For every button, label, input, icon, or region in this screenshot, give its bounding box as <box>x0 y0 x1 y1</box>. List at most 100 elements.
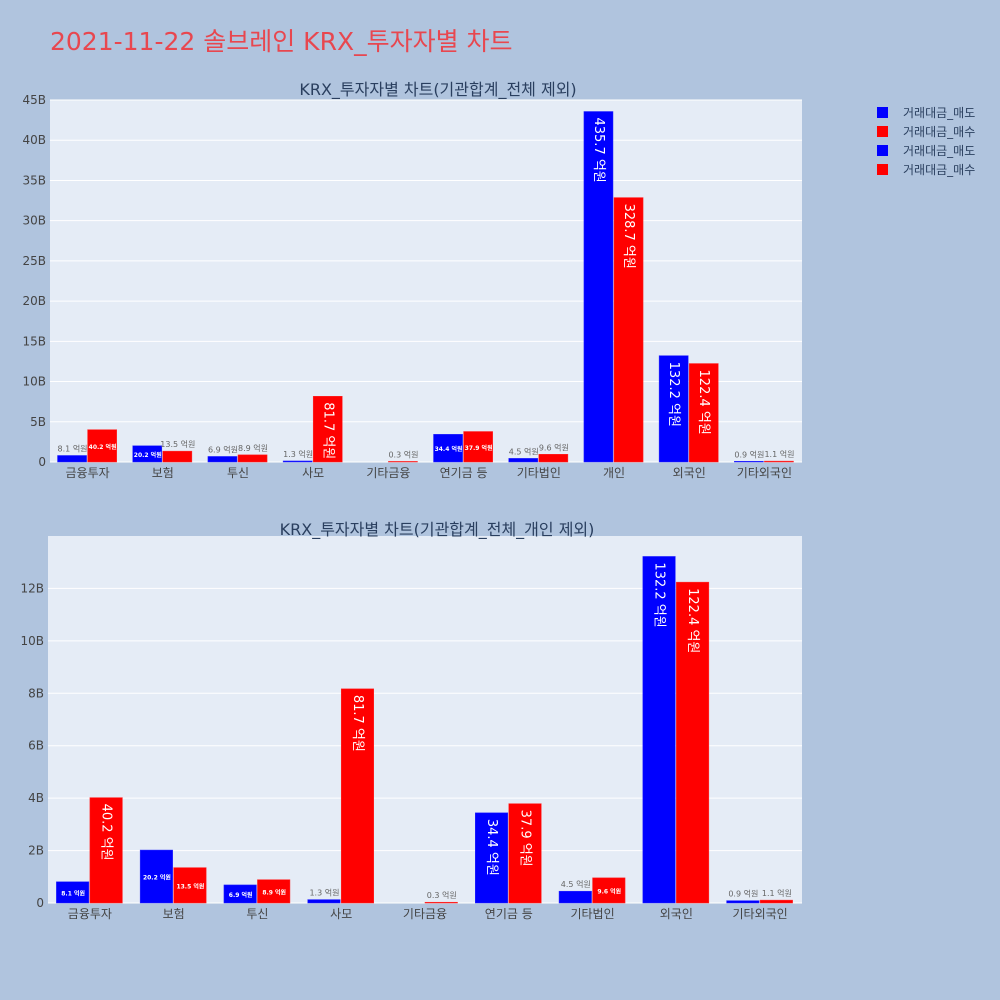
data-label: 40.2 억원 <box>89 443 117 451</box>
y-tick-label: 20B <box>22 294 46 308</box>
bar-sell <box>558 890 592 904</box>
y-tick-label: 8B <box>28 686 44 700</box>
x-tick-label: 금융투자 <box>68 907 112 921</box>
x-tick-label: 투신 <box>246 907 268 921</box>
x-tick-label: 외국인 <box>660 907 693 921</box>
y-tick-label: 45B <box>22 93 46 107</box>
bar-buy <box>87 429 117 463</box>
legend-swatch <box>877 126 888 137</box>
x-tick-label: 개인 <box>603 466 625 480</box>
data-label: 6.9 억원 <box>208 444 238 454</box>
bar-buy <box>592 877 626 904</box>
data-label: 132.2 억원 <box>652 562 667 627</box>
y-tick-label: 12B <box>20 581 44 595</box>
bar-sell <box>282 460 313 463</box>
bar-sell <box>56 881 90 904</box>
y-tick-label: 25B <box>22 254 46 268</box>
chart-title: KRX_투자자별 차트(기관합계_전체_개인 제외) <box>280 520 595 540</box>
y-tick-label: 2B <box>28 844 44 858</box>
bar-buy <box>257 879 291 904</box>
y-tick-label: 0 <box>38 455 46 469</box>
x-tick-label: 기타외국인 <box>733 907 788 921</box>
y-tick-label: 40B <box>22 133 46 147</box>
x-tick-label: 사모 <box>330 907 352 921</box>
data-label: 132.2 억원 <box>666 362 681 427</box>
bar-sell <box>658 355 689 463</box>
bar-buy <box>424 901 458 904</box>
legend-item-label: 거래대금_매수 <box>903 125 975 139</box>
y-tick-label: 15B <box>22 334 46 348</box>
data-label: 1.3 억원 <box>283 449 313 459</box>
legend-item-label: 거래대금_매수 <box>903 163 975 177</box>
bar-sell <box>642 556 676 904</box>
bar-sell <box>726 900 760 904</box>
data-label: 122.4 억원 <box>685 588 700 653</box>
bar-buy <box>463 431 493 463</box>
x-tick-label: 보험 <box>163 907 185 921</box>
data-label: 8.1 억원 <box>58 443 88 453</box>
x-tick-label: 기타법인 <box>570 907 614 921</box>
x-tick-label: 기타외국인 <box>737 466 792 480</box>
y-tick-label: 10B <box>20 634 44 648</box>
bar-buy <box>508 803 542 904</box>
x-tick-label: 보험 <box>152 466 174 480</box>
bar-buy <box>613 197 644 463</box>
data-label: 13.5 억원 <box>176 882 204 890</box>
bar-buy <box>89 797 123 904</box>
data-label: 122.4 억원 <box>696 370 711 435</box>
data-label: 0.9 억원 <box>728 889 758 899</box>
data-label: 1.1 억원 <box>764 449 794 459</box>
legend-swatch <box>877 164 888 175</box>
y-tick-label: 4B <box>28 791 44 805</box>
y-tick-label: 5B <box>30 415 46 429</box>
data-label: 435.7 억원 <box>591 118 606 183</box>
bar-sell <box>508 458 539 463</box>
y-tick-label: 10B <box>22 375 46 389</box>
bar-sell <box>139 849 173 904</box>
data-label: 81.7 억원 <box>350 695 365 752</box>
data-label: 1.3 억원 <box>309 888 339 898</box>
bar-buy <box>312 396 343 463</box>
y-tick-label: 6B <box>28 739 44 753</box>
bar-sell <box>207 456 238 463</box>
data-label: 37.9 억원 <box>518 810 533 867</box>
x-tick-label: 기타금융 <box>403 907 447 921</box>
x-tick-label: 연기금 등 <box>485 907 533 921</box>
bar-buy <box>340 688 374 904</box>
y-tick-label: 0 <box>36 896 44 910</box>
legend-swatch <box>877 145 888 156</box>
bar-buy <box>759 899 793 904</box>
data-label: 81.7 억원 <box>320 402 335 459</box>
data-label: 4.5 억원 <box>561 879 591 889</box>
data-label: 34.4 억원 <box>435 445 463 453</box>
data-label: 0.9 억원 <box>734 449 764 459</box>
bar-sell <box>734 461 764 463</box>
x-tick-label: 투신 <box>227 466 249 480</box>
x-tick-label: 외국인 <box>673 466 706 480</box>
data-label: 0.3 억원 <box>388 449 418 459</box>
bar-buy <box>162 450 193 463</box>
data-label: 328.7 억원 <box>621 204 636 269</box>
data-label: 8.9 억원 <box>238 443 268 453</box>
y-tick-label: 30B <box>22 214 46 228</box>
bar-buy <box>237 454 268 463</box>
data-label: 40.2 억원 <box>99 804 114 861</box>
data-label: 20.2 억원 <box>143 874 171 882</box>
data-label: 8.1 억원 <box>61 889 85 897</box>
y-tick-label: 35B <box>22 173 46 187</box>
bar-buy <box>538 454 569 463</box>
x-tick-label: 기타법인 <box>517 466 561 480</box>
data-label: 13.5 억원 <box>160 439 195 449</box>
bar-sell <box>583 111 614 463</box>
legend-item-label: 거래대금_매도 <box>903 144 975 158</box>
data-label: 0.3 억원 <box>427 890 457 900</box>
bar-buy <box>388 461 418 463</box>
data-label: 34.4 억원 <box>484 819 499 876</box>
data-label: 4.5 억원 <box>509 446 539 456</box>
bar-buy <box>764 460 794 463</box>
bar-buy <box>688 363 719 463</box>
data-label: 37.9 억원 <box>465 444 493 452</box>
x-tick-label: 연기금 등 <box>440 466 488 480</box>
bar-sell <box>433 434 463 463</box>
